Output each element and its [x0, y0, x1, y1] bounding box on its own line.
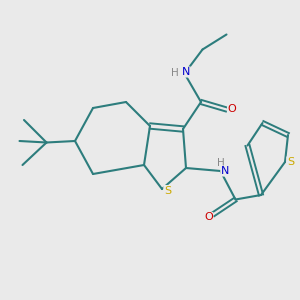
Text: H: H: [217, 158, 224, 168]
Text: O: O: [204, 212, 213, 223]
Text: S: S: [164, 185, 171, 196]
Text: H: H: [171, 68, 179, 79]
Text: O: O: [227, 104, 236, 115]
Text: N: N: [182, 67, 190, 77]
Text: S: S: [287, 157, 294, 167]
Text: N: N: [221, 166, 229, 176]
